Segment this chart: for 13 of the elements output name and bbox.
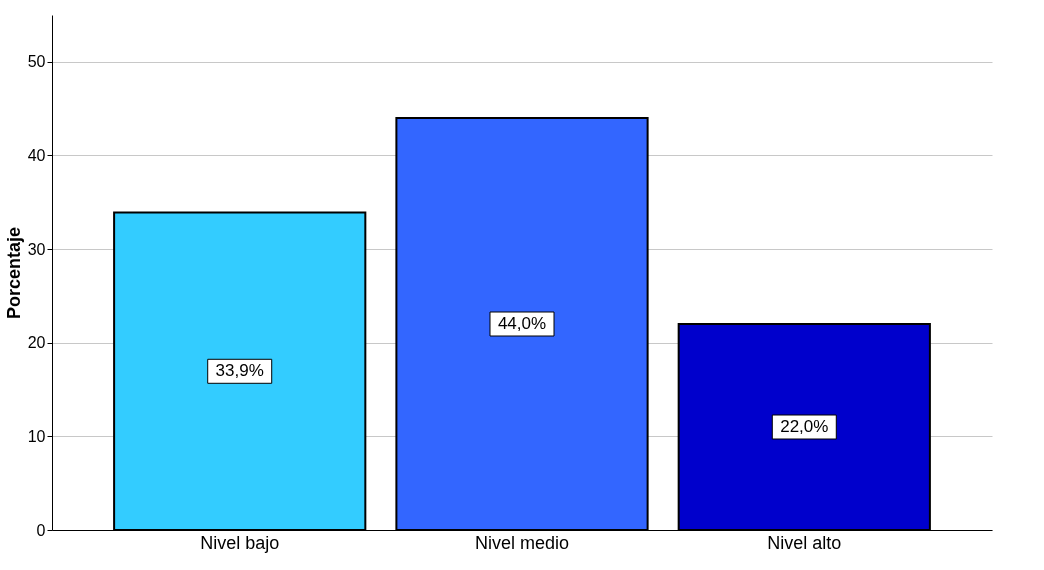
y-tick-label: 0 (36, 521, 46, 539)
data-label: 33,9% (215, 361, 264, 381)
y-tick-label: 50 (27, 53, 46, 71)
x-tick-label: Nivel alto (767, 532, 842, 553)
y-tick-label: 30 (27, 240, 46, 258)
y-tick-label: 10 (27, 427, 46, 445)
x-tick-label: Nivel bajo (200, 532, 280, 553)
y-tick-label: 20 (27, 334, 46, 352)
x-tick-label: Nivel medio (474, 532, 570, 553)
data-label: 44,0% (497, 314, 547, 333)
data-label: 22,0% (780, 417, 829, 436)
y-tick-label: 40 (27, 146, 46, 164)
y-axis-title: Porcentaje (3, 226, 24, 320)
